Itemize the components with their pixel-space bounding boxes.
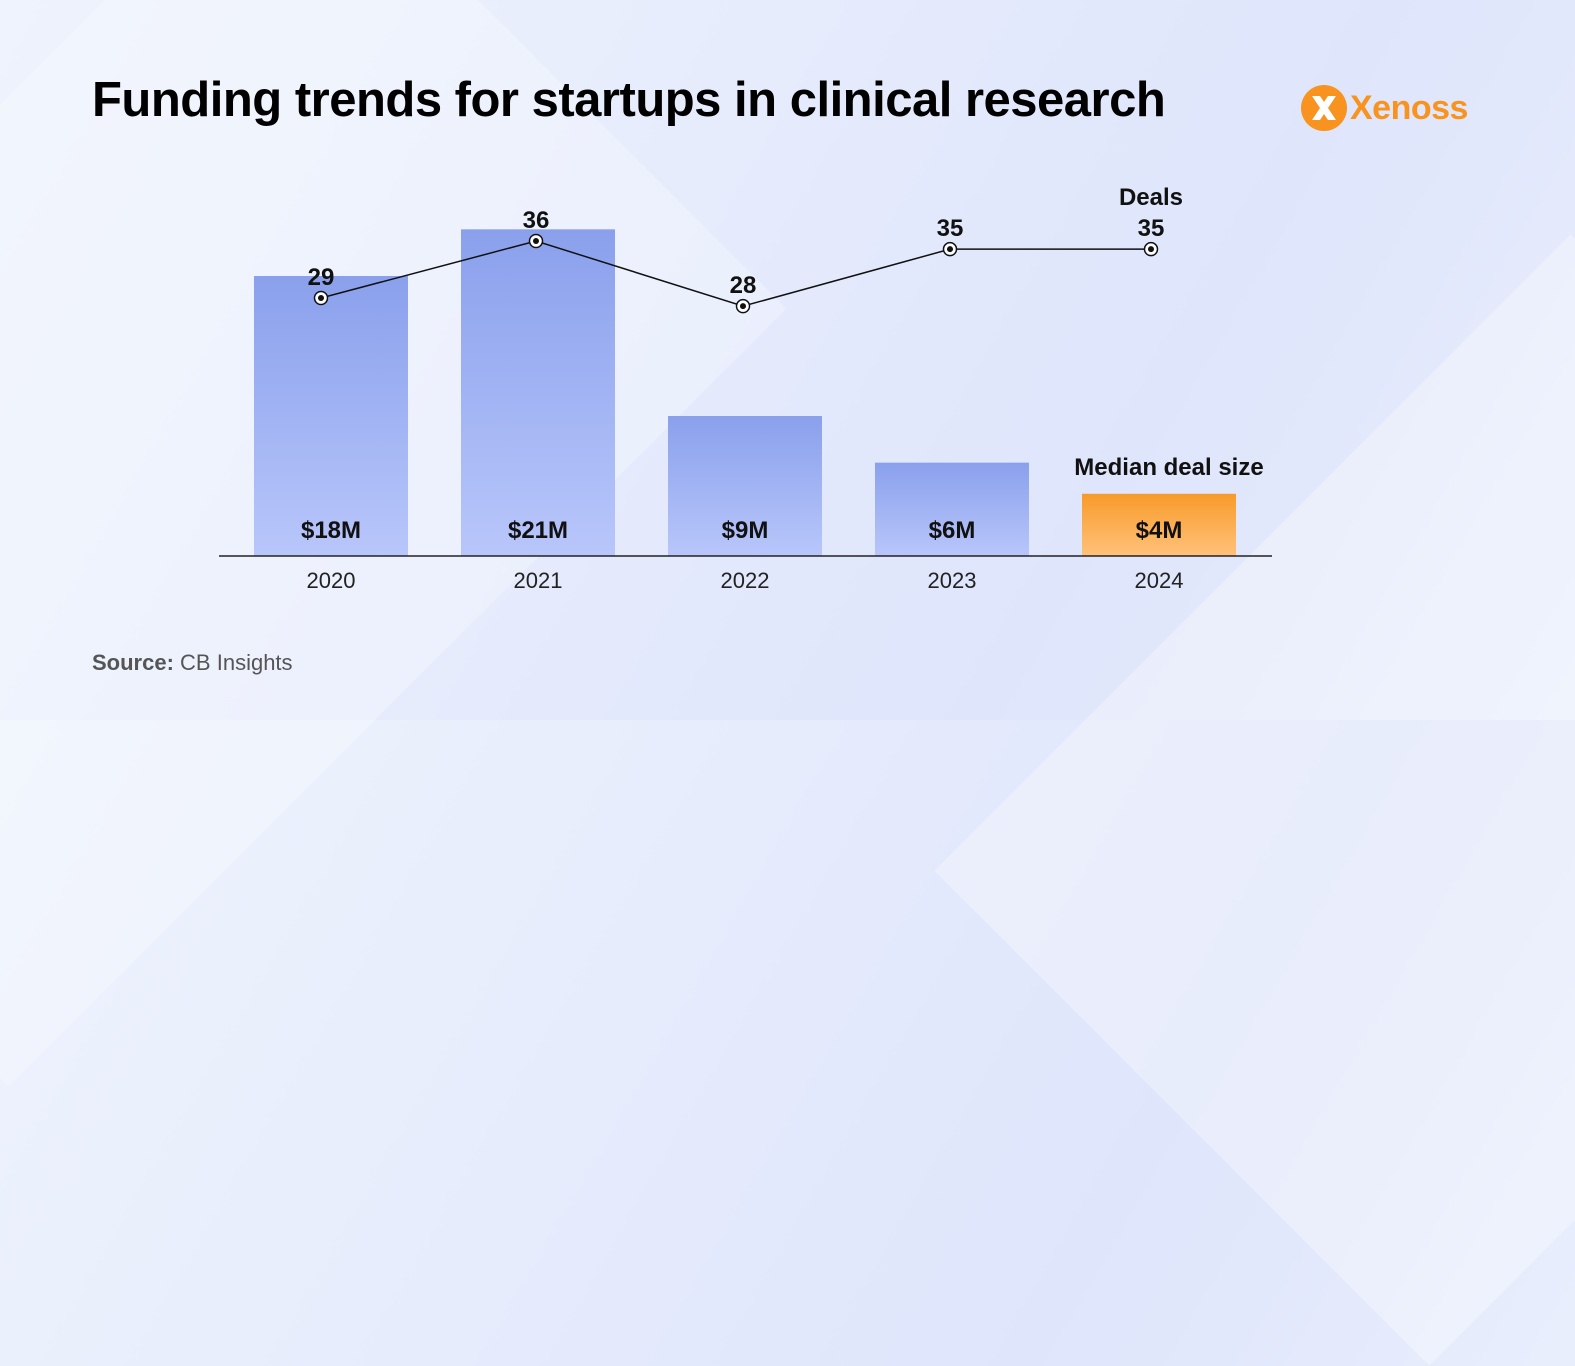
x-tick-label: 2020: [307, 568, 356, 593]
deals-point-center: [1148, 246, 1154, 253]
deals-value-label: 35: [937, 215, 964, 242]
bar-2022: [668, 416, 822, 556]
deals-value-label: 35: [1138, 215, 1165, 242]
logo-text: Xenoss: [1350, 88, 1468, 127]
deals-value-label: 28: [730, 272, 757, 299]
source-label: Source:: [92, 650, 174, 675]
bar-value-label: $9M: [722, 517, 769, 544]
deals-point-center: [533, 238, 539, 244]
bar-value-label: $4M: [1136, 517, 1183, 544]
bar-2021: [461, 229, 615, 557]
bar-2020: [254, 276, 408, 556]
chart: $18M $21M $9M $6M $4M 2020 2021 2022 2023 2024 2…: [219, 184, 1272, 593]
x-tick-label: 2023: [928, 568, 977, 593]
deals-series-label: Deals: [1119, 184, 1183, 211]
xenoss-logo: Xenoss: [1300, 84, 1468, 132]
bar-value-label: $18M: [301, 517, 361, 544]
x-tick-label: 2024: [1135, 568, 1184, 593]
deals-point-center: [947, 246, 953, 253]
bar-value-label: $6M: [929, 517, 976, 544]
deals-point-center: [740, 303, 746, 310]
x-tick-label: 2021: [514, 568, 563, 593]
x-tick-label: 2022: [721, 568, 770, 593]
bar-value-label: $21M: [508, 517, 568, 544]
bar-2024: [1082, 493, 1236, 556]
bar-2023: [875, 462, 1029, 556]
deals-point-center: [318, 295, 324, 301]
deals-value-label: 29: [308, 264, 335, 291]
deals-value-label: 36: [523, 207, 550, 234]
source-note: Source: CB Insights: [92, 650, 293, 676]
page-title: Funding trends for startups in clinical …: [92, 73, 1166, 127]
source-text: CB Insights: [180, 650, 293, 675]
xenoss-logo-icon: [1301, 85, 1347, 131]
median-deal-size-label: Median deal size: [1074, 454, 1263, 481]
